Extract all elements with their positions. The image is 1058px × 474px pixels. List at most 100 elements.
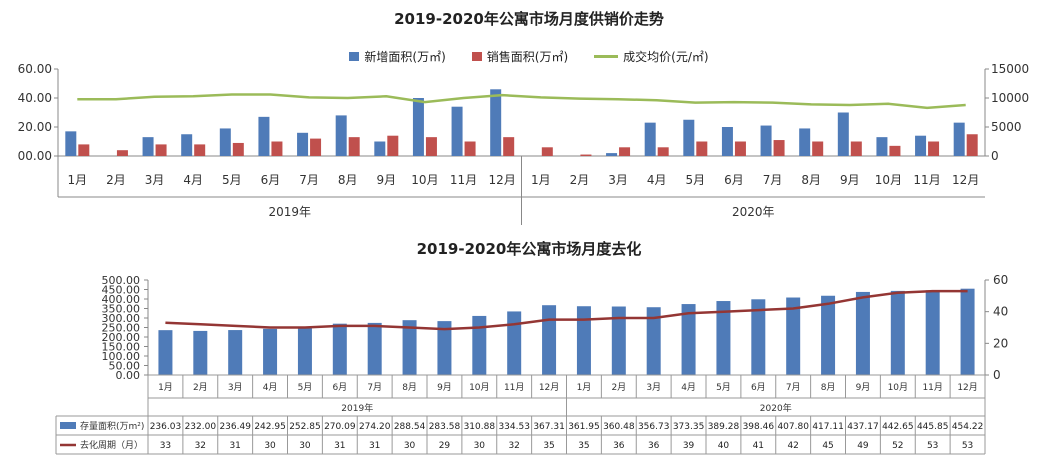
bar-sales-area: [696, 141, 708, 156]
x-tick-label: 10月: [411, 173, 438, 187]
legend-label-inventory-area: 存量面积(万m²): [80, 420, 144, 432]
x-tick-label: 8月: [821, 382, 836, 393]
legend-item-avg-price: 成交均价(元/㎡): [594, 48, 709, 64]
data-label-absorption-period: 41: [753, 441, 764, 451]
data-label-absorption-period: 30: [264, 441, 276, 451]
x-tick-label: 2月: [611, 382, 626, 393]
data-label-absorption-period: 49: [857, 441, 869, 451]
bar-inventory-area: [646, 307, 661, 375]
bar-inventory-area: [437, 321, 452, 375]
legend-label-new-area: 新增面积(万㎡): [364, 49, 446, 64]
data-label-absorption-period: 36: [648, 441, 660, 451]
y-tick-label: 500.00: [102, 274, 141, 287]
bar-inventory-area: [716, 301, 731, 375]
legend-label-absorption-period: 去化周期（月）: [80, 439, 143, 451]
data-label-absorption-period: 39: [683, 441, 695, 451]
bar-sales-area: [425, 137, 437, 156]
x-tick-label: 4月: [263, 382, 278, 393]
x-tick-label: 2月: [193, 382, 208, 393]
bar-inventory-area: [821, 295, 836, 375]
data-label-inventory-area: 310.88: [464, 422, 496, 432]
chart1-title: 2019-2020年公寓市场月度供销价走势: [394, 10, 664, 28]
y-tick-label: 50.00: [109, 360, 141, 373]
bar-inventory-area: [263, 328, 278, 375]
y2-tick-label: 20: [993, 336, 1008, 350]
bar-sales-area: [464, 141, 476, 156]
bar-sales-area: [310, 138, 322, 156]
bar-new-area: [142, 137, 154, 156]
bar-sales-area: [116, 150, 128, 156]
data-label-absorption-period: 52: [892, 441, 903, 451]
bar-new-area: [799, 128, 811, 156]
bar-new-area: [490, 89, 502, 156]
data-label-inventory-area: 398.46: [743, 422, 775, 432]
bar-new-area: [915, 135, 927, 156]
data-label-absorption-period: 36: [613, 441, 625, 451]
bar-sales-area: [580, 154, 592, 156]
data-label-absorption-period: 53: [927, 441, 938, 451]
x-tick-label: 3月: [608, 173, 628, 187]
bar-inventory-area: [681, 304, 696, 375]
bar-sales-area: [503, 137, 515, 156]
data-label-inventory-area: 288.54: [394, 422, 426, 432]
bar-inventory-area: [576, 306, 591, 375]
chart2-title: 2019-2020年公寓市场月度去化: [416, 240, 642, 258]
data-label-inventory-area: 356.73: [638, 422, 670, 432]
bar-new-area: [65, 131, 77, 156]
bar-sales-area: [812, 141, 824, 156]
data-label-inventory-area: 360.48: [603, 422, 635, 432]
x-tick-label: 5月: [222, 173, 242, 187]
bar-new-area: [721, 127, 733, 156]
x-tick-label: 6月: [724, 173, 744, 187]
bar-sales-area: [619, 147, 631, 156]
data-label-absorption-period: 30: [404, 441, 416, 451]
bar-new-area: [374, 141, 386, 156]
x-tick-label: 3月: [228, 382, 243, 393]
group-label: 2020年: [732, 205, 775, 219]
y2-tick-label: 5000: [991, 120, 1022, 134]
data-label-absorption-period: 30: [474, 441, 486, 451]
x-tick-label: 11月: [913, 173, 940, 187]
bar-sales-area: [850, 141, 862, 156]
legend-item-new-area: 新增面积(万㎡): [349, 48, 446, 64]
x-tick-label: 11月: [504, 382, 524, 393]
x-tick-label: 3月: [145, 173, 165, 187]
bar-inventory-area: [158, 330, 173, 375]
x-tick-label: 4月: [183, 173, 203, 187]
bar-sales-area: [773, 140, 785, 156]
y-tick-label: 300.00: [102, 312, 141, 325]
bar-inventory-area: [332, 323, 347, 375]
x-tick-label: 4月: [681, 382, 696, 393]
bar-inventory-area: [855, 291, 870, 375]
bar-sales-area: [734, 141, 746, 156]
chart1-plot: 60.00 40.00 20.00 00.00 15000 10000 5000 0 1月 2月 3…: [18, 62, 1029, 225]
y2-tick-label: 40: [993, 305, 1008, 319]
legend-label-avg-price: 成交均价(元/㎡): [623, 49, 709, 64]
y-tick-label: 450.00: [102, 284, 141, 297]
bar-sales-area: [271, 141, 283, 156]
x-tick-label: 7月: [299, 173, 319, 187]
x-tick-label: 6月: [261, 173, 281, 187]
bar-new-area: [451, 106, 463, 156]
x-tick-label: 2月: [106, 173, 126, 187]
bar-new-area: [297, 132, 309, 156]
x-tick-label: 1月: [158, 382, 173, 393]
data-label-inventory-area: 367.31: [533, 422, 565, 432]
bar-inventory-area: [507, 311, 522, 375]
data-label-absorption-period: 29: [439, 441, 451, 451]
x-tick-label: 9月: [376, 173, 396, 187]
x-tick-label: 10月: [469, 382, 489, 393]
data-label-absorption-period: 31: [334, 441, 345, 451]
x-tick-label: 2月: [570, 173, 590, 187]
data-label-inventory-area: 361.95: [568, 422, 600, 432]
bar-sales-area: [348, 137, 360, 156]
x-tick-label: 10月: [875, 173, 902, 187]
bar-sales-area: [387, 135, 399, 156]
x-tick-label: 12月: [539, 382, 559, 393]
x-tick-label: 5月: [298, 382, 313, 393]
data-label-inventory-area: 283.58: [429, 422, 461, 432]
data-label-inventory-area: 252.85: [289, 422, 321, 432]
bar-inventory-area: [542, 305, 557, 375]
legend-label-sales-area: 销售面积(万㎡): [486, 49, 569, 64]
y-tick-label: 400.00: [102, 293, 141, 306]
